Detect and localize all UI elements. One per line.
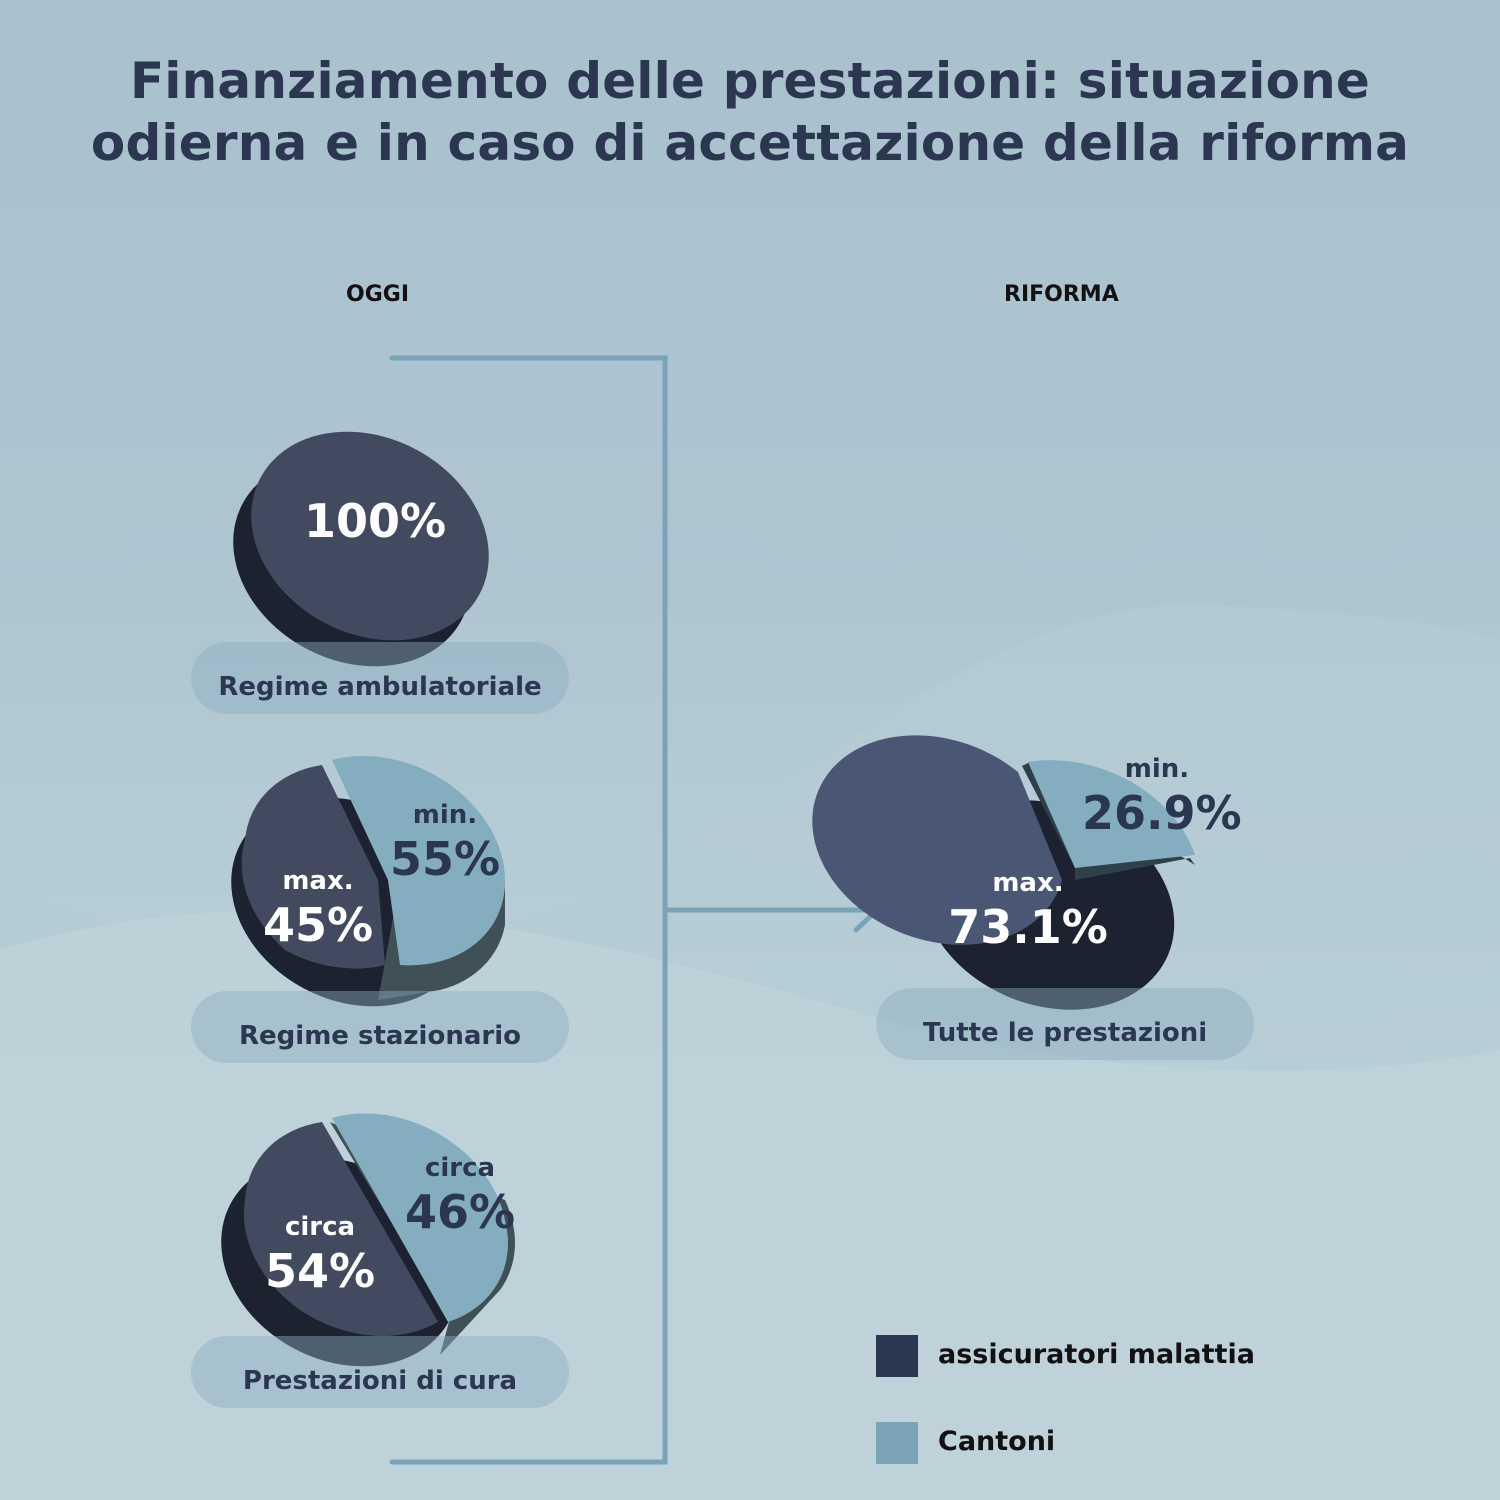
pie2-caption: Regime stazionario [191, 991, 569, 1063]
page-title: Finanziamento delle prestazioni: situazi… [0, 50, 1500, 174]
pie3-cantoni-label: circa 46% [404, 1153, 516, 1239]
legend-swatch-dark [876, 1335, 918, 1377]
pie4-cantoni-label: min. 26.9% [1082, 754, 1242, 840]
pie3-assicuratori-label: circa 54% [264, 1212, 376, 1298]
legend-swatch-light [876, 1422, 918, 1464]
title-line-1: Finanziamento delle prestazioni: situazi… [129, 52, 1371, 110]
pie2-assicuratori-label: max. 45% [262, 866, 374, 952]
pie3-caption: Prestazioni di cura [191, 1336, 569, 1408]
title-line-2: odierna e in caso di accettazione della … [90, 114, 1410, 172]
pie2-cantoni-label: min. 55% [389, 800, 501, 886]
pie4-caption: Tutte le prestazioni [876, 988, 1254, 1060]
column-header-oggi: OGGI [346, 282, 410, 307]
pie1-label: 100% [303, 494, 447, 548]
column-header-riforma: RIFORMA [1004, 282, 1119, 307]
pie4-assicuratori-label: max. 73.1% [948, 868, 1108, 954]
pie1-caption: Regime ambulatoriale [191, 642, 569, 714]
